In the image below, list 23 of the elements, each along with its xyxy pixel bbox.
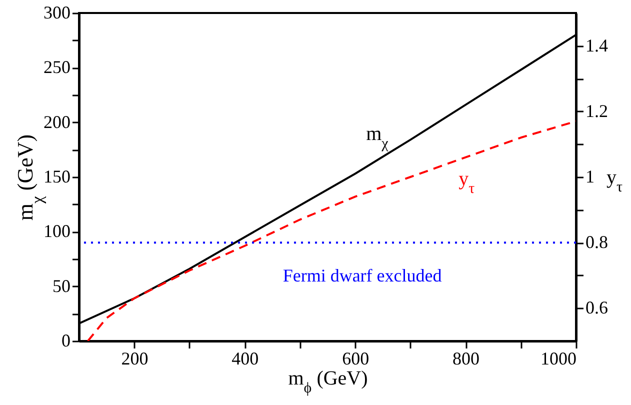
- ref-line-label: Fermi dwarf excluded: [282, 266, 442, 286]
- x-tick-label: 600: [342, 348, 370, 368]
- y2-tick-label: 0.6: [586, 298, 608, 318]
- y2-tick-label: 1: [586, 166, 594, 186]
- line-series: [86, 120, 576, 341]
- series-label: y$_{τ}$: [458, 168, 475, 197]
- y-tick-label: 250: [44, 57, 70, 78]
- series-label: m$_{χ}$: [366, 123, 389, 152]
- y-tick-label: 300: [44, 2, 70, 22]
- y2-tick-label: 1.4: [586, 35, 608, 56]
- y2-tick-label: 0.8: [586, 232, 608, 252]
- y2-tick-label: 1.2: [586, 100, 608, 121]
- y2-axis-title: y$_{τ}$: [606, 166, 623, 196]
- x-tick-label: 200: [121, 348, 148, 368]
- y-tick-label: 50: [52, 276, 70, 296]
- x-tick-label: 800: [452, 348, 480, 368]
- y-tick-label: 0: [62, 330, 70, 350]
- y-tick-label: 200: [44, 112, 70, 132]
- x-tick-label: 1000: [540, 348, 576, 368]
- y-tick-label: 100: [44, 221, 70, 242]
- x-axis-title: m$_{ϕ}$ (GeV): [288, 368, 368, 396]
- y-tick-label: 150: [44, 166, 70, 186]
- x-tick-label: 400: [232, 348, 259, 368]
